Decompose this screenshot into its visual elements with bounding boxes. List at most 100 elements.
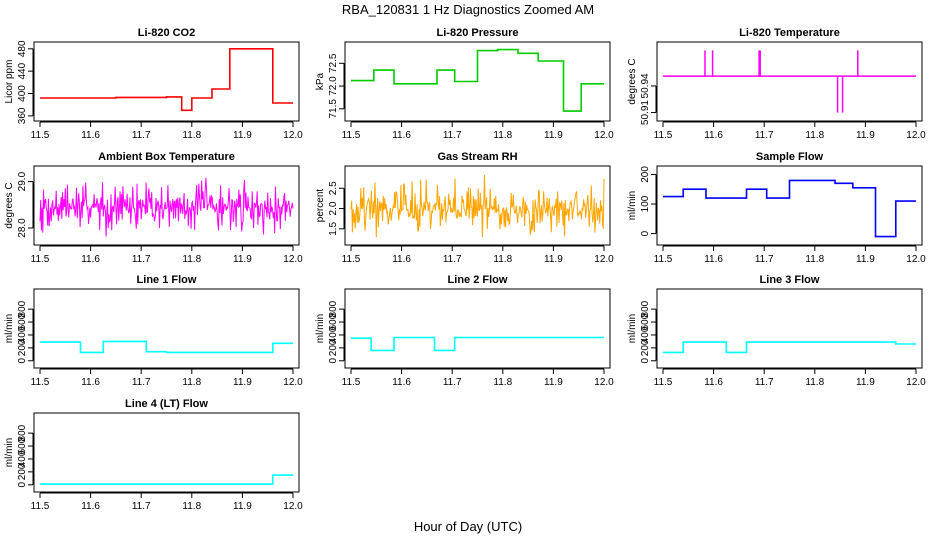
- x-tick-label: 11.9: [856, 254, 875, 265]
- x-tick-label: 11.5: [654, 377, 673, 388]
- y-tick-label: 400: [17, 85, 28, 102]
- x-tick-label: 11.7: [443, 254, 462, 265]
- x-tick-label: 11.7: [755, 254, 774, 265]
- x-axis-title: Hour of Day (UTC): [414, 519, 522, 534]
- y-tick-label: 0: [17, 482, 28, 488]
- series-line: [40, 340, 293, 354]
- x-tick-label: 11.7: [132, 501, 151, 512]
- series-line: [351, 48, 604, 112]
- x-tick-label: 11.8: [805, 377, 824, 388]
- y-axis-label: ml/min: [627, 191, 638, 220]
- y-axis-label: degrees C: [4, 182, 15, 228]
- y-tick-label: 800: [17, 300, 28, 317]
- chart-panel: Li-820 CO2 11.5 11.6 11.7 11.8 11.9 12.0 360 400…: [4, 27, 303, 141]
- panel-title: Li-820 Temperature: [739, 27, 840, 39]
- y-tick-label: 200: [17, 339, 28, 356]
- x-tick-label: 11.7: [443, 130, 462, 141]
- y-tick-label: 200: [640, 339, 651, 356]
- x-tick-label: 11.7: [443, 377, 462, 388]
- series-line: [40, 48, 293, 112]
- y-axis-label: ml/min: [4, 314, 15, 343]
- y-tick-label: 200: [17, 463, 28, 480]
- y-tick-label: 800: [17, 424, 28, 441]
- y-axis-label: kPa: [315, 72, 326, 90]
- figure-title: RBA_120831 1 Hz Diagnostics Zoomed AM: [342, 2, 594, 17]
- y-tick-label: 29.0: [17, 171, 28, 191]
- x-tick-label: 11.6: [81, 377, 100, 388]
- series-line: [663, 50, 916, 113]
- panel-title: Line 4 (LT) Flow: [125, 398, 208, 410]
- plot-frame: [33, 412, 300, 493]
- y-tick-label: 200: [640, 166, 651, 183]
- x-tick-label: 12.0: [283, 377, 303, 388]
- series-line: [663, 341, 916, 354]
- x-tick-label: 11.6: [704, 377, 723, 388]
- x-tick-label: 11.5: [31, 130, 50, 141]
- chart-panel: Li-820 Temperature 11.5 11.6 11.7 11.8 11.9 12…: [627, 27, 926, 141]
- y-tick-label: 72.5: [328, 53, 339, 73]
- panel-title: Ambient Box Temperature: [98, 151, 235, 163]
- x-tick-label: 11.6: [392, 377, 411, 388]
- y-axis-label: degrees C: [627, 58, 638, 104]
- y-tick-label: 400: [328, 326, 339, 343]
- x-tick-label: 11.9: [233, 254, 252, 265]
- y-tick-label: 100: [640, 195, 651, 212]
- x-tick-label: 12.0: [594, 377, 614, 388]
- y-tick-label: 600: [328, 313, 339, 330]
- x-tick-label: 11.8: [493, 130, 512, 141]
- y-tick-label: 480: [17, 40, 28, 57]
- y-tick-label: 28.0: [17, 218, 28, 238]
- plot-frame: [656, 288, 923, 369]
- chart-panel: Line 2 Flow 11.5 11.6 11.7 11.8 11.9 12.0 0 2004…: [315, 274, 614, 388]
- y-tick-label: 71.5: [328, 99, 339, 119]
- x-tick-label: 11.5: [342, 254, 361, 265]
- panel-title: Line 1 Flow: [137, 274, 197, 286]
- x-tick-label: 11.6: [392, 130, 411, 141]
- plot-frame: [656, 41, 923, 122]
- x-tick-label: 11.5: [31, 501, 50, 512]
- panel-title: Line 3 Flow: [760, 274, 820, 286]
- x-tick-label: 11.9: [233, 501, 252, 512]
- y-tick-label: 800: [328, 300, 339, 317]
- y-tick-label: 360: [17, 107, 28, 124]
- y-tick-label: 600: [17, 437, 28, 454]
- y-tick-label: 0: [328, 358, 339, 364]
- series-line: [40, 474, 293, 485]
- x-tick-label: 11.5: [31, 377, 50, 388]
- y-tick-label: 200: [328, 339, 339, 356]
- plot-frame: [344, 165, 611, 246]
- y-tick-label: 0: [640, 230, 651, 236]
- x-tick-label: 11.9: [233, 377, 252, 388]
- y-axis-label: percent: [315, 189, 326, 223]
- chart-panel: Ambient Box Temperature 11.5 11.6 11.7 11.8 1…: [4, 151, 303, 265]
- x-tick-label: 11.8: [805, 254, 824, 265]
- chart-panel: Line 4 (LT) Flow 11.5 11.6 11.7 11.8 11.9 12.0…: [4, 398, 303, 512]
- plot-frame: [656, 165, 923, 246]
- x-tick-label: 11.5: [654, 254, 673, 265]
- x-tick-label: 11.8: [182, 501, 201, 512]
- y-tick-label: 400: [17, 450, 28, 467]
- y-tick-label: 800: [640, 300, 651, 317]
- x-tick-label: 11.9: [856, 377, 875, 388]
- plot-frame: [33, 41, 300, 122]
- chart-panel: Li-820 Pressure 11.5 11.6 11.7 11.8 11.9 12.0 7…: [315, 27, 614, 141]
- x-tick-label: 12.0: [906, 377, 926, 388]
- x-tick-label: 11.9: [544, 130, 563, 141]
- x-tick-label: 11.6: [81, 130, 100, 141]
- y-tick-label: 2.5: [328, 181, 339, 195]
- y-tick-label: 440: [17, 62, 28, 79]
- y-tick-label: 0: [640, 358, 651, 364]
- y-tick-label: 1.5: [328, 221, 339, 235]
- x-tick-label: 11.6: [704, 130, 723, 141]
- series-line: [350, 175, 605, 238]
- x-tick-label: 11.5: [654, 130, 673, 141]
- x-tick-label: 11.5: [31, 254, 50, 265]
- x-tick-label: 12.0: [283, 501, 303, 512]
- chart-panel: Line 1 Flow 11.5 11.6 11.7 11.8 11.9 12.0 0 2004…: [4, 274, 303, 388]
- y-tick-label: 600: [17, 313, 28, 330]
- panel-title: Li-820 CO2: [138, 27, 195, 39]
- x-tick-label: 11.6: [704, 254, 723, 265]
- series-line: [39, 177, 294, 237]
- x-tick-label: 11.7: [132, 377, 151, 388]
- y-tick-label: 400: [640, 326, 651, 343]
